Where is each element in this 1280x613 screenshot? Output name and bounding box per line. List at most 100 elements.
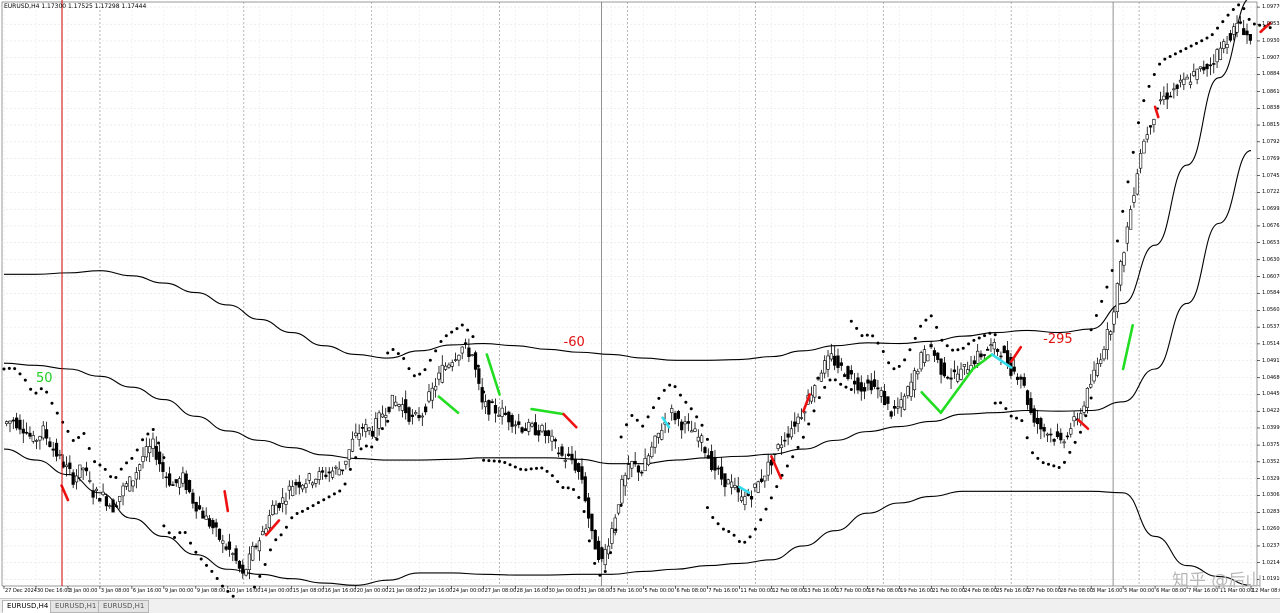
candle-body [613,517,617,533]
sar-dot [508,463,512,467]
date-tick-label: 13 Feb 16:00 [804,588,838,594]
price-tick-label: 1.07690 [1262,155,1280,162]
candle-body [560,446,564,456]
candle-body [979,353,983,358]
candle-body [1238,21,1242,24]
candle-body [670,408,674,413]
sar-dot [519,467,523,471]
chart-tab[interactable]: EURUSD,H1 [50,600,102,613]
candle-body [487,400,491,415]
candle-body [148,446,152,454]
sar-dot [619,503,623,507]
zigzag-segment [264,519,281,537]
candle-body [25,431,29,434]
price-tick-label: 1.05840 [1262,290,1280,297]
sar-dot [487,459,491,463]
candle-body [1185,76,1189,80]
candle-body [94,488,99,491]
sar-dot [231,594,235,598]
candle-body [1042,427,1046,432]
candle-body [779,444,784,449]
sar-dot [1163,57,1167,61]
sar-dot [45,390,49,394]
candle-body [550,435,554,442]
sar-dot [625,423,629,427]
candle-body [460,346,464,354]
price-tick-label: 1.02140 [1262,559,1280,566]
sar-dot [657,396,661,400]
candle-body [297,481,301,488]
sar-dot [759,518,763,522]
candle-body [141,456,145,462]
candle-body [44,429,49,439]
sar-dot [1068,450,1072,454]
sar-dot [993,333,997,337]
candle-body [121,485,125,497]
candle-body [463,342,468,344]
sar-dot [380,427,384,431]
candle-body [1035,417,1040,425]
candle-body [636,465,641,473]
candle-body [886,396,890,404]
price-tick-label: 1.08150 [1262,122,1280,129]
sar-dot [801,435,805,439]
sar-dot [1210,33,1214,37]
candle-body [796,416,800,424]
candle-body [603,549,607,566]
zigzag-segment [802,393,812,413]
candle-body [906,386,910,396]
candle-body [434,385,438,391]
date-tick-label: 19 Feb 16:00 [900,588,934,594]
candle-body [793,421,797,427]
sar-dot [1031,451,1035,455]
price-tick-label: 1.04220 [1262,408,1280,415]
candle-body [1158,99,1163,102]
sar-dot [1158,62,1162,66]
date-tick-label: 3 Jan 00:00 [68,588,98,594]
date-tick-label: 16 Jan 16:00 [324,588,357,594]
chart-tab[interactable]: EURUSD,H1 [98,600,150,613]
price-tick-label: 1.06535 [1262,239,1280,246]
candle-body [493,405,498,414]
sar-dot [919,324,923,328]
candle-body [380,413,385,418]
candle-body [813,385,817,398]
sar-dot [881,350,885,354]
sar-dot [130,456,134,460]
candle-body [862,387,867,392]
sar-dot [662,388,666,392]
date-tick-label: 21 Feb 00:00 [932,588,966,594]
sar-dot [492,459,496,463]
chart-tab[interactable]: EURUSD,H4 [2,600,54,613]
candle-body [567,453,571,457]
candle-body [809,394,813,402]
sar-dot [343,482,347,486]
candle-body [992,342,996,350]
sar-dot [1004,407,1008,411]
date-tick-label: 12 Feb 08:00 [772,588,806,594]
sar-dot [641,424,645,428]
price-tick-label: 1.06995 [1262,206,1280,213]
date-tick-label: 27 Feb 00:00 [1028,588,1061,594]
sar-dot [1121,209,1125,213]
candle-body [15,417,19,429]
candle-body [1235,23,1239,33]
zigzag-segment [437,395,460,414]
sar-dot [199,557,203,561]
sar-dot [1137,121,1141,125]
sar-dot [598,573,602,577]
zigzag-segment [738,485,751,495]
candle-body [1085,388,1089,408]
candle-body [1232,26,1236,35]
candle-body [889,411,893,417]
candle-body [736,486,740,493]
candle-body [680,421,684,431]
sar-dot [162,524,166,528]
sar-dot [1189,44,1193,48]
date-tick-label: 30 Dec 16:00 [36,588,71,594]
candle-body [84,467,89,472]
candle-body [447,364,451,368]
candle-body [786,433,790,438]
